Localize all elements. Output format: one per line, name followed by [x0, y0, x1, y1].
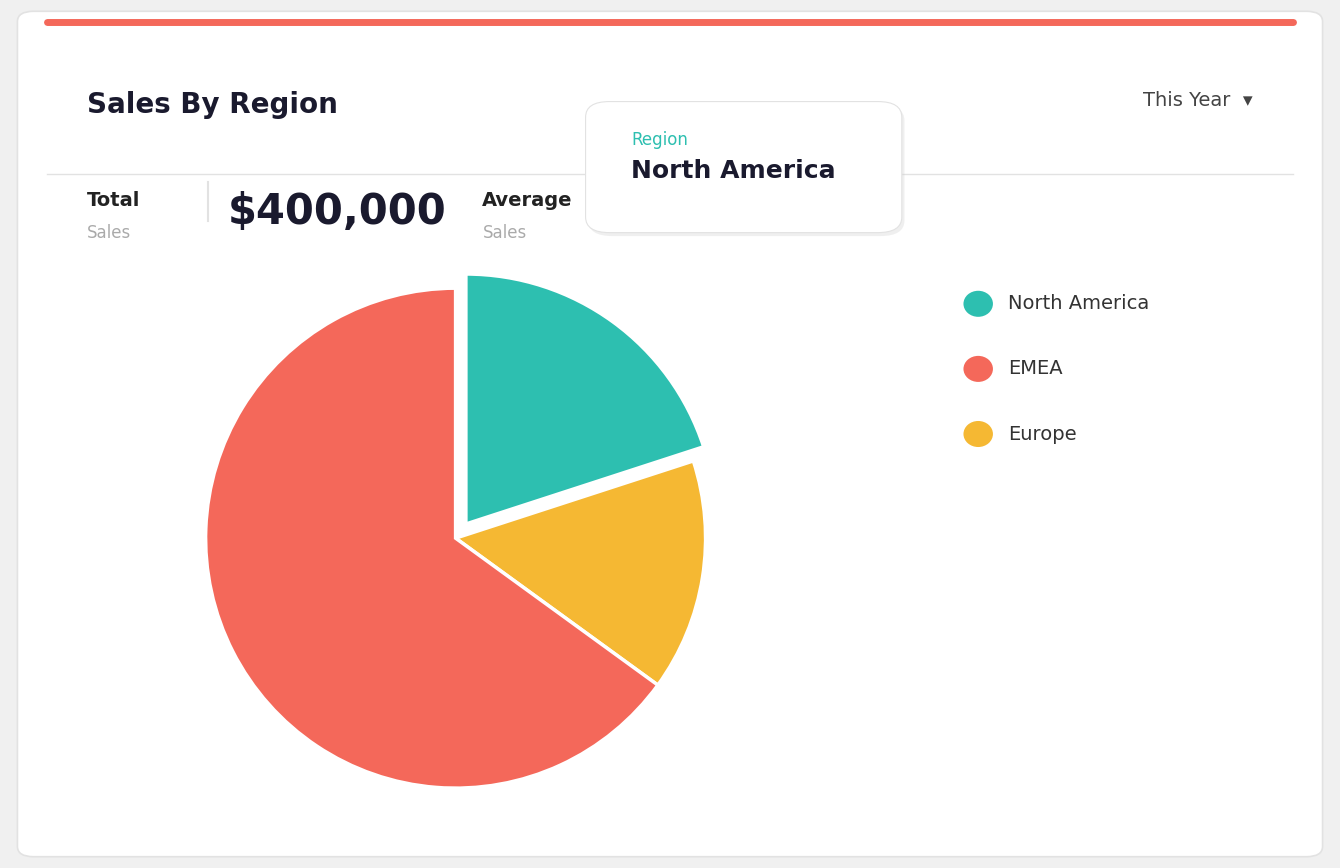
Text: North America: North America	[631, 159, 836, 183]
Text: This Year  ▾: This Year ▾	[1143, 91, 1253, 110]
Wedge shape	[456, 461, 706, 685]
Wedge shape	[466, 274, 704, 524]
Text: $400,000: $400,000	[228, 191, 446, 233]
Text: Average: Average	[482, 191, 574, 210]
Wedge shape	[205, 288, 658, 788]
Text: Sales By Region: Sales By Region	[87, 91, 338, 119]
Text: EMEA: EMEA	[1008, 359, 1063, 378]
Text: Total: Total	[87, 191, 141, 210]
Text: Sales: Sales	[482, 224, 527, 242]
Text: Region: Region	[631, 131, 687, 149]
Text: Europe: Europe	[1008, 424, 1076, 444]
Text: Sales: Sales	[87, 224, 131, 242]
Text: $100,000: $100,000	[616, 191, 835, 233]
Text: North America: North America	[1008, 294, 1148, 313]
